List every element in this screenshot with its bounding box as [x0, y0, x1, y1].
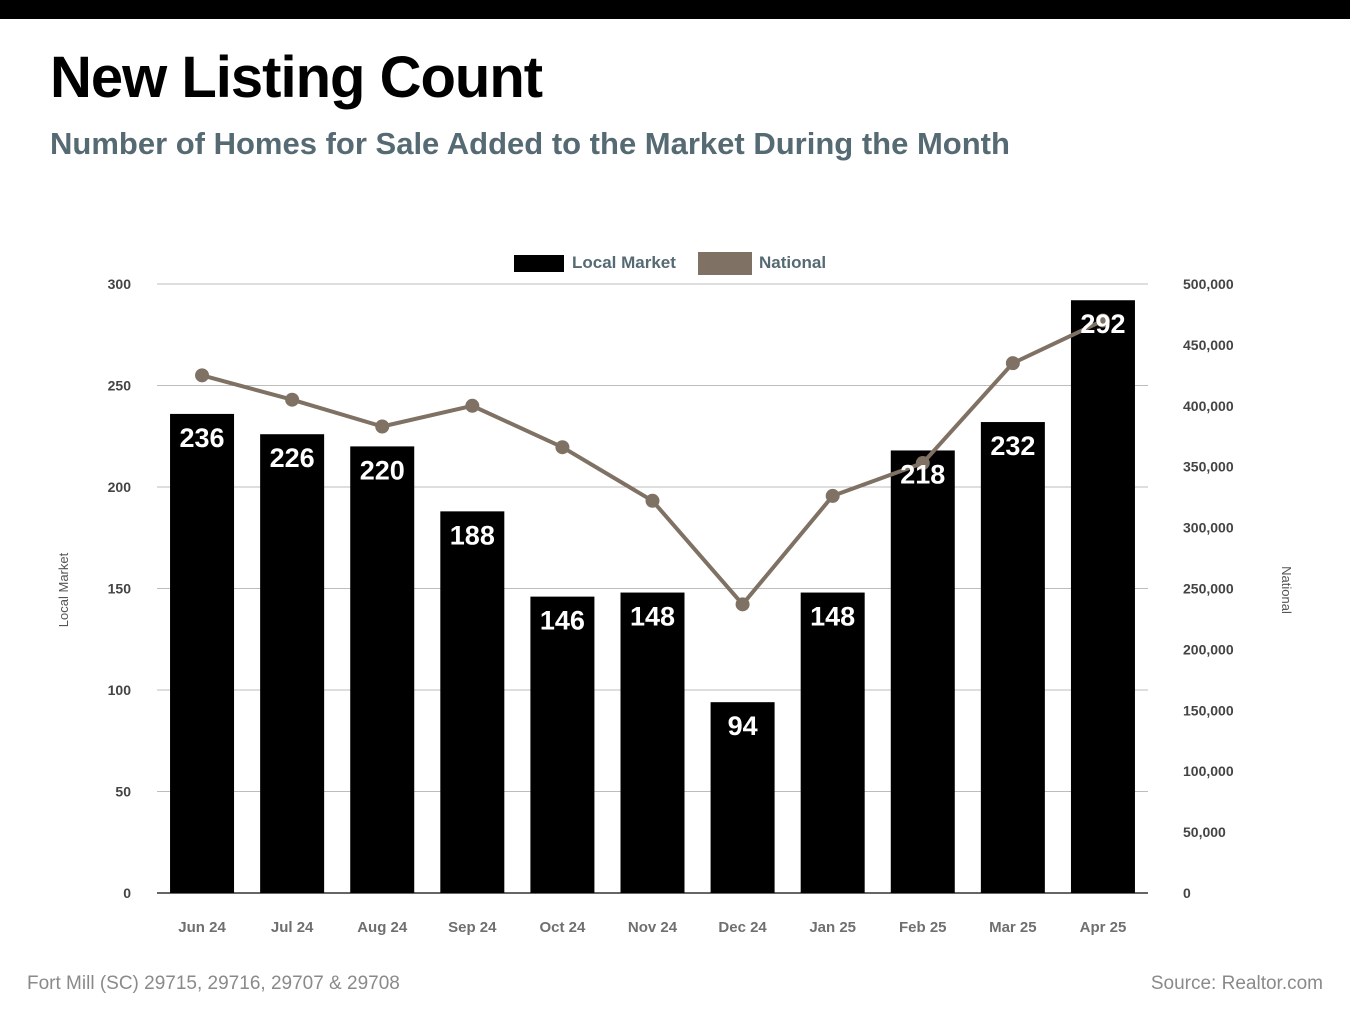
right-tick-label: 450,000	[1183, 337, 1234, 353]
bar-jul-24	[260, 434, 325, 893]
bar-jan-25	[800, 592, 865, 893]
national-point	[1095, 313, 1110, 328]
left-axis-ticks: 0 50 100 150 200 250 300	[108, 276, 132, 901]
x-tick-label: Feb 25	[899, 919, 947, 936]
top-bar	[0, 0, 1350, 19]
national-point	[915, 456, 930, 471]
x-tick-label: Mar 25	[989, 919, 1037, 936]
bar-value-labels: 236 226 220 188 146 148 94 148 218 232 292	[180, 309, 1126, 741]
bar-value-label: 94	[728, 711, 758, 741]
x-tick-label: Dec 24	[718, 919, 767, 936]
bar-value-label: 148	[630, 602, 675, 632]
national-point	[285, 392, 300, 407]
legend-swatch-local-market	[514, 255, 564, 272]
right-tick-label: 500,000	[1183, 276, 1234, 292]
national-point	[555, 440, 570, 455]
legend-label-local-market: Local Market	[572, 253, 676, 272]
right-tick-label: 350,000	[1183, 459, 1234, 475]
bar-nov-24	[620, 592, 685, 893]
left-tick-label: 250	[108, 378, 132, 394]
national-point	[375, 419, 390, 434]
left-tick-label: 100	[108, 682, 132, 698]
bar-value-label: 146	[540, 606, 585, 636]
bar-value-label: 292	[1080, 309, 1125, 339]
bar-value-label: 236	[180, 423, 225, 453]
right-tick-label: 50,000	[1183, 824, 1226, 840]
left-tick-label: 50	[115, 784, 131, 800]
x-tick-label: Jan 25	[809, 919, 856, 936]
x-tick-label: Apr 25	[1080, 919, 1127, 936]
bar-apr-25	[1070, 300, 1135, 893]
right-tick-label: 150,000	[1183, 702, 1234, 718]
local-market-bars	[170, 300, 1135, 893]
national-point	[465, 398, 480, 413]
bar-aug-24	[350, 446, 415, 893]
bar-sep-24	[440, 511, 505, 893]
x-tick-label: Jul 24	[271, 919, 314, 936]
left-tick-label: 150	[108, 581, 132, 597]
page-subtitle: Number of Homes for Sale Added to the Ma…	[50, 126, 1010, 161]
bar-value-label: 188	[450, 520, 495, 550]
national-point	[195, 368, 210, 383]
left-axis-title: Local Market	[56, 552, 71, 627]
national-series-line	[201, 318, 1104, 607]
x-tick-label: Oct 24	[539, 919, 586, 936]
right-axis-title: National	[1279, 566, 1294, 614]
location-footnote: Fort Mill (SC) 29715, 29716, 29707 & 297…	[27, 973, 400, 994]
national-point	[735, 597, 750, 612]
bar-mar-25	[980, 422, 1045, 893]
right-tick-label: 250,000	[1183, 581, 1234, 597]
x-axis-ticks: Jun 24 Jul 24 Aug 24 Sep 24 Oct 24 Nov 24 Dec …	[178, 919, 1126, 936]
legend: Local Market National	[514, 252, 826, 275]
bar-value-label: 220	[360, 455, 405, 485]
x-tick-label: Nov 24	[628, 919, 678, 936]
bar-value-label: 218	[900, 459, 945, 489]
right-tick-label: 0	[1183, 885, 1191, 901]
legend-swatch-national	[698, 252, 752, 275]
bar-jun-24	[170, 413, 235, 893]
combo-chart: 0 50 100 150 200 250 300 0 50,000 100,000 150,000…	[56, 252, 1294, 936]
right-tick-label: 300,000	[1183, 520, 1234, 536]
bar-dec-24	[710, 702, 775, 893]
right-tick-label: 400,000	[1183, 398, 1234, 414]
left-tick-label: 200	[108, 479, 132, 495]
right-axis-ticks: 0 50,000 100,000 150,000 200,000 250,000 300,0…	[1183, 276, 1234, 901]
national-point	[1005, 356, 1020, 371]
bar-value-label: 232	[990, 431, 1035, 461]
bar-feb-25	[890, 450, 955, 893]
source-footnote: Source: Realtor.com	[1150, 973, 1323, 994]
page-title: New Listing Count	[50, 45, 543, 110]
x-tick-label: Aug 24	[357, 919, 408, 936]
right-tick-label: 100,000	[1183, 763, 1234, 779]
right-tick-label: 200,000	[1183, 641, 1234, 657]
bar-value-label: 226	[270, 443, 315, 473]
bar-value-label: 148	[810, 602, 855, 632]
left-tick-label: 0	[123, 885, 131, 901]
left-tick-label: 300	[108, 276, 132, 292]
national-point	[825, 488, 840, 503]
national-point	[645, 493, 660, 508]
bar-oct-24	[530, 596, 595, 893]
national-line	[195, 313, 1110, 612]
x-tick-label: Sep 24	[448, 919, 497, 936]
x-tick-label: Jun 24	[178, 919, 226, 936]
legend-label-national: National	[759, 253, 826, 272]
